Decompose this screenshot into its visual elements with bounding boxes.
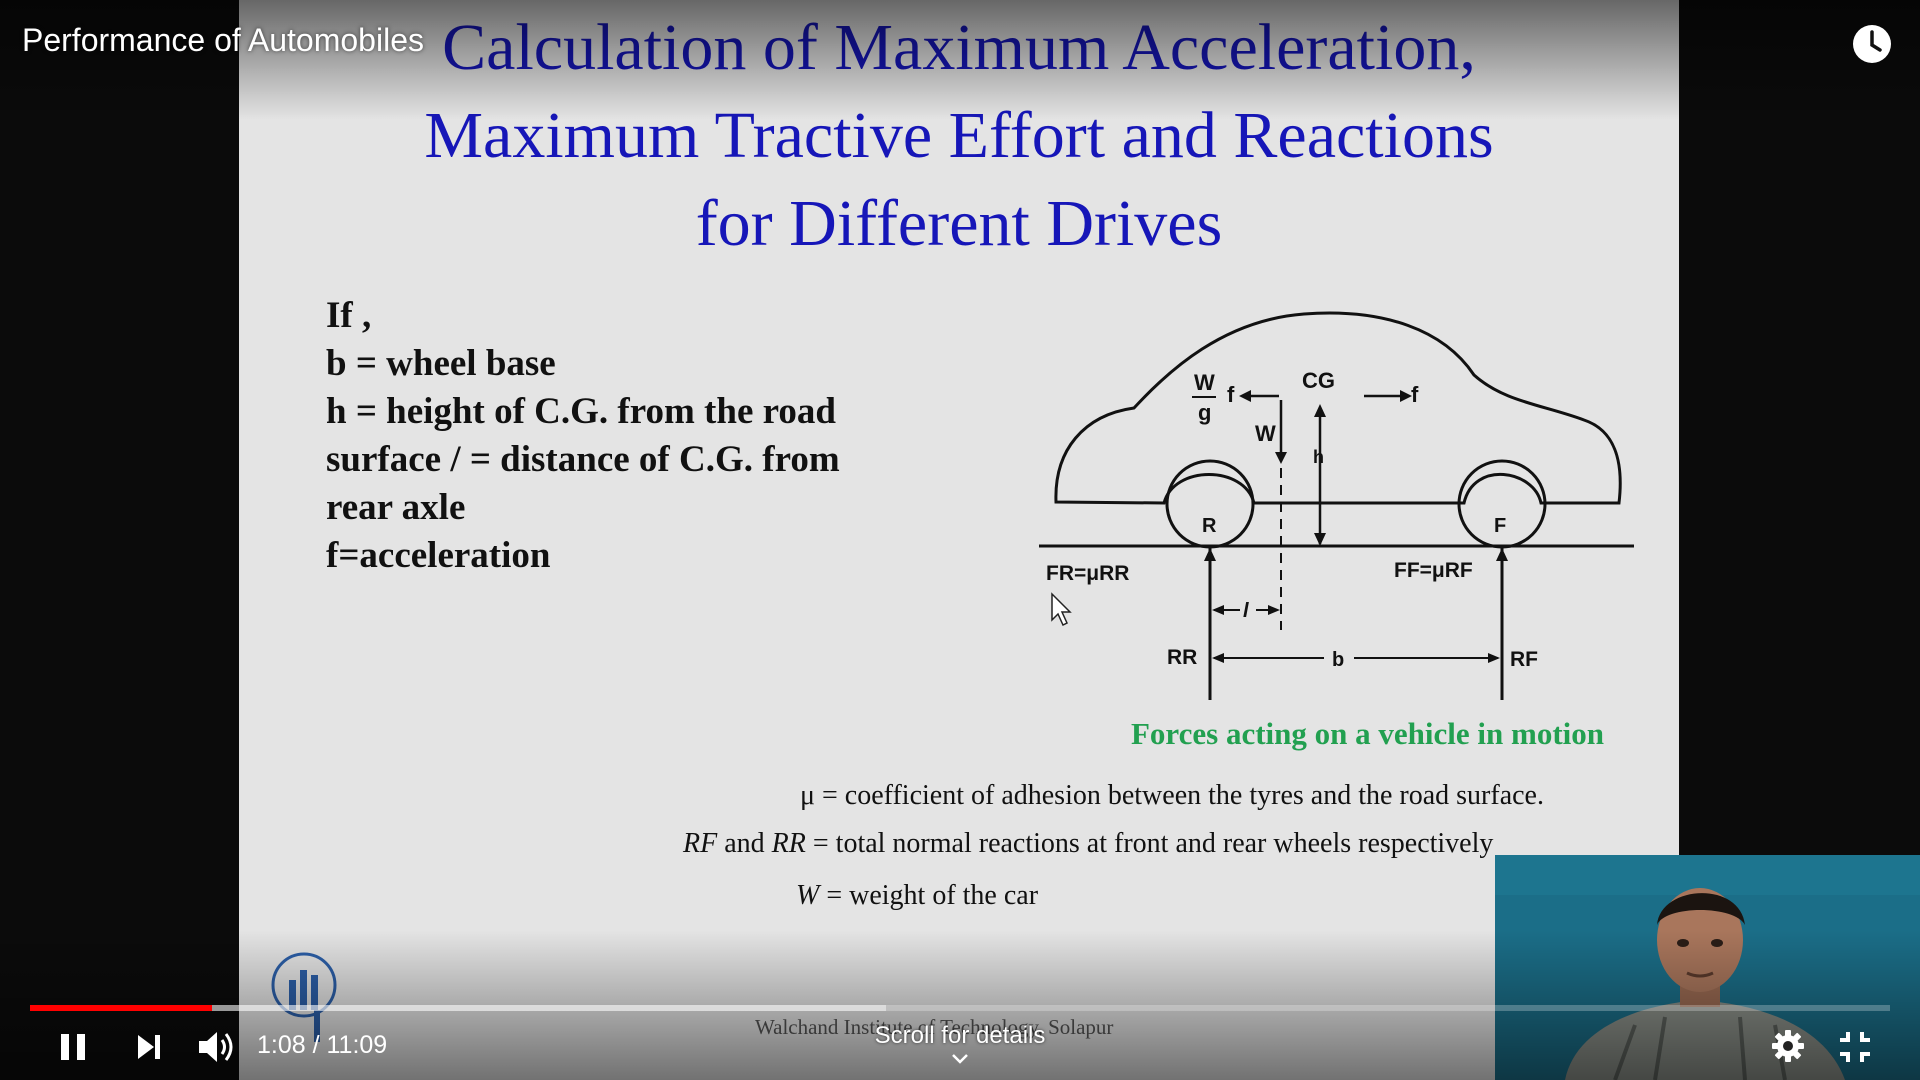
rr-symbol: RR [771, 828, 806, 859]
diagram-label-w-over: W [1194, 370, 1215, 395]
figure-caption: Forces acting on a vehicle in motion [1131, 716, 1604, 751]
diagram-label-r: R [1202, 515, 1217, 537]
definition-line: b = wheel base [326, 343, 556, 384]
mu-text: = coefficient of adhesion between the ty… [815, 780, 1544, 811]
w-text: = weight of the car [819, 880, 1039, 911]
lecture-slide: Calculation of Maximum Acceleration, Max… [239, 0, 1679, 1080]
diagram-label-rf: RF [1510, 648, 1538, 671]
note-mu: μ = coefficient of adhesion between the … [800, 780, 1544, 812]
scroll-for-details[interactable]: Scroll for details [800, 1022, 1120, 1066]
car-body-outline [1054, 311, 1622, 505]
progress-played [30, 1005, 213, 1011]
exit-fullscreen-icon[interactable] [1838, 1030, 1872, 1064]
definition-line: f=acceleration [326, 535, 551, 576]
diagram-label-f-right: f [1411, 382, 1419, 407]
watch-later-icon[interactable] [1850, 22, 1894, 66]
diagram-label-f-left: f [1227, 382, 1235, 407]
diagram-label-b: b [1332, 649, 1344, 671]
note-weight: W = weight of the car [796, 880, 1038, 912]
progress-bar[interactable] [30, 1005, 1890, 1011]
institute-logo [271, 952, 337, 1042]
diagram-label-fr-eq: FR=μRR [1046, 562, 1129, 585]
time-display: 1:08 / 11:09 [257, 1031, 388, 1059]
vehicle-force-diagram: W g f CG f W h R F FR=μRR FF=μRF l RR b … [1039, 311, 1634, 700]
diagram-label-f: F [1494, 515, 1506, 537]
note-reactions: RF and RR = total normal reactions at fr… [683, 828, 1493, 860]
mouse-cursor-icon [1051, 592, 1072, 627]
rf-and: and [717, 828, 772, 859]
next-icon[interactable] [134, 1032, 164, 1062]
chevron-down-icon [952, 1054, 968, 1064]
diagram-label-l: l [1243, 600, 1249, 622]
w-symbol: W [796, 880, 820, 911]
video-title[interactable]: Performance of Automobiles [22, 22, 424, 58]
definitions-list: If , b = wheel base h = height of C.G. f… [326, 292, 966, 580]
diagram-label-g: g [1198, 400, 1211, 425]
settings-icon[interactable] [1770, 1028, 1806, 1064]
definition-line: surface / = distance of C.G. from [326, 439, 840, 480]
pause-icon[interactable] [56, 1030, 90, 1064]
mu-symbol: μ [800, 780, 816, 811]
scroll-hint-label: Scroll for details [874, 1022, 1046, 1049]
diagram-label-rr: RR [1167, 646, 1197, 669]
definition-line: If , [326, 295, 372, 336]
slide-title-line: for Different Drives [695, 187, 1223, 260]
slide-title: Calculation of Maximum Acceleration, Max… [239, 4, 1679, 268]
slide-title-line: Maximum Tractive Effort and Reactions [424, 99, 1494, 172]
progress-buffered [30, 1005, 886, 1011]
rr-text: = total normal reactions at front and re… [805, 828, 1494, 859]
diagram-label-ff-eq: FF=μRF [1394, 559, 1473, 582]
diagram-label-w: W [1255, 421, 1276, 446]
diagram-label-h: h [1313, 447, 1324, 467]
volume-icon[interactable] [196, 1028, 238, 1066]
definition-line: h = height of C.G. from the road [326, 391, 836, 432]
diagram-label-cg: CG [1302, 368, 1335, 393]
definition-line: rear axle [326, 487, 466, 528]
rf-symbol: RF [683, 828, 718, 859]
slide-title-line: Calculation of Maximum Acceleration, [442, 11, 1476, 84]
